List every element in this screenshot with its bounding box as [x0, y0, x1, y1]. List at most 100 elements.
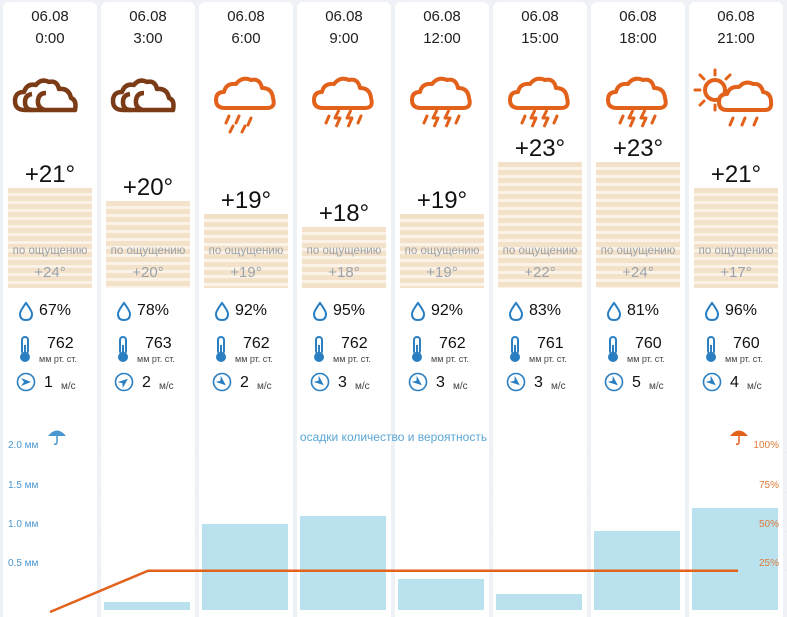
wind-direction-icon [408, 372, 428, 392]
thermometer-icon [409, 335, 425, 363]
pressure-value: 763 [145, 335, 172, 352]
cloudy-icon [3, 64, 97, 134]
humidity-value: 92% [235, 302, 268, 319]
forecast-column: 06.08 3:00 +20° по ощущению +20° 78% 763… [101, 2, 195, 617]
humidity-drop-icon [117, 301, 131, 321]
pressure-unit: мм рт. ст. [529, 354, 567, 364]
temperature-bar [400, 214, 484, 288]
temperature: +18° [318, 200, 370, 227]
time-label: 0:00 [35, 30, 65, 47]
forecast-column: 06.08 9:00 +18° по ощущению +18° 95% 762… [297, 2, 391, 617]
axis-label-left: 1.0 мм [8, 519, 39, 530]
feels-like-label: по ощущению [698, 245, 774, 257]
chart-gridline [0, 452, 787, 453]
feels-like-label: по ощущению [600, 245, 676, 257]
feels-like-value: +18° [328, 264, 360, 281]
wind-speed: 4 [730, 374, 739, 391]
date-label: 06.08 [717, 8, 755, 25]
pressure-value: 762 [439, 335, 466, 352]
date-label: 06.08 [325, 8, 363, 25]
time-label: 15:00 [521, 30, 559, 47]
feels-like-label: по ощущению [404, 245, 480, 257]
feels-like-value: +19° [426, 264, 458, 281]
date-label: 06.08 [521, 8, 559, 25]
thunderstorm-icon [493, 64, 587, 134]
wind-unit: м/с [649, 381, 664, 392]
time-label: 3:00 [133, 30, 163, 47]
wind-unit: м/с [747, 381, 762, 392]
feels-like-label: по ощущению [306, 245, 382, 257]
thermometer-icon [311, 335, 327, 363]
precip-bar [594, 531, 680, 610]
feels-like-label: по ощущению [502, 245, 578, 257]
forecast-column: 06.08 15:00 +23° по ощущению +22° 83% 76… [493, 2, 587, 617]
wind-direction-icon [114, 372, 134, 392]
forecast-column: 06.08 18:00 +23° по ощущению +24° 81% 76… [591, 2, 685, 617]
time-label: 21:00 [717, 30, 755, 47]
pressure-unit: мм рт. ст. [39, 354, 77, 364]
thermometer-icon [507, 335, 523, 363]
thunderstorm-icon [591, 64, 685, 134]
cloudy-icon [101, 64, 195, 134]
wind-direction-icon [702, 372, 722, 392]
pressure-unit: мм рт. ст. [431, 354, 469, 364]
humidity-drop-icon [19, 301, 33, 321]
wind-direction-icon [506, 372, 526, 392]
temperature-bar [596, 162, 680, 288]
axis-label-left: 0.5 мм [8, 558, 39, 569]
temperature: +19° [220, 187, 272, 214]
temperature-bar [302, 227, 386, 288]
feels-like-value: +20° [132, 264, 164, 281]
forecast-column: 06.08 12:00 +19° по ощущению +19° 92% 76… [395, 2, 489, 617]
pressure-value: 762 [341, 335, 368, 352]
humidity-value: 78% [137, 302, 170, 319]
feels-like-label: по ощущению [110, 245, 186, 257]
feels-like-value: +19° [230, 264, 262, 281]
precip-bar [104, 602, 190, 610]
temperature-bar [498, 162, 582, 288]
pressure-value: 762 [243, 335, 270, 352]
temperature: +21° [24, 161, 76, 188]
wind-speed: 2 [142, 374, 151, 391]
chart-gridline [0, 492, 787, 493]
humidity-drop-icon [215, 301, 229, 321]
wind-direction-icon [16, 372, 36, 392]
precip-bar [398, 579, 484, 610]
wind-speed: 5 [632, 374, 641, 391]
wind-unit: м/с [159, 381, 174, 392]
humidity-drop-icon [411, 301, 425, 321]
date-label: 06.08 [227, 8, 265, 25]
wind-unit: м/с [355, 381, 370, 392]
feels-like-label: по ощущению [12, 245, 88, 257]
wind-unit: м/с [453, 381, 468, 392]
feels-like-value: +24° [34, 264, 66, 281]
temperature: +20° [122, 174, 174, 201]
axis-label-right: 100% [753, 440, 779, 451]
temperature: +23° [514, 135, 566, 162]
pressure-value: 761 [537, 335, 564, 352]
humidity-drop-icon [313, 301, 327, 321]
wind-unit: м/с [61, 381, 76, 392]
pressure-value: 762 [47, 335, 74, 352]
temperature: +21° [710, 161, 762, 188]
pressure-unit: мм рт. ст. [627, 354, 665, 364]
wind-speed: 3 [534, 374, 543, 391]
axis-label-right: 50% [758, 519, 779, 530]
temperature-bar [106, 201, 190, 288]
humidity-value: 92% [431, 302, 464, 319]
thermometer-icon [605, 335, 621, 363]
wind-speed: 2 [240, 374, 249, 391]
humidity-drop-icon [509, 301, 523, 321]
thermometer-icon [17, 335, 33, 363]
humidity-drop-icon [607, 301, 621, 321]
date-label: 06.08 [619, 8, 657, 25]
sun-rain-cloud-icon [689, 64, 783, 134]
forecast-column: 06.08 0:00 +21° по ощущению +24° 67% 762… [3, 2, 97, 617]
date-label: 06.08 [129, 8, 167, 25]
humidity-value: 95% [333, 302, 366, 319]
pressure-unit: мм рт. ст. [725, 354, 763, 364]
wind-unit: м/с [257, 381, 272, 392]
wind-direction-icon [604, 372, 624, 392]
feels-like-value: +22° [524, 264, 556, 281]
thunderstorm-icon [395, 64, 489, 134]
